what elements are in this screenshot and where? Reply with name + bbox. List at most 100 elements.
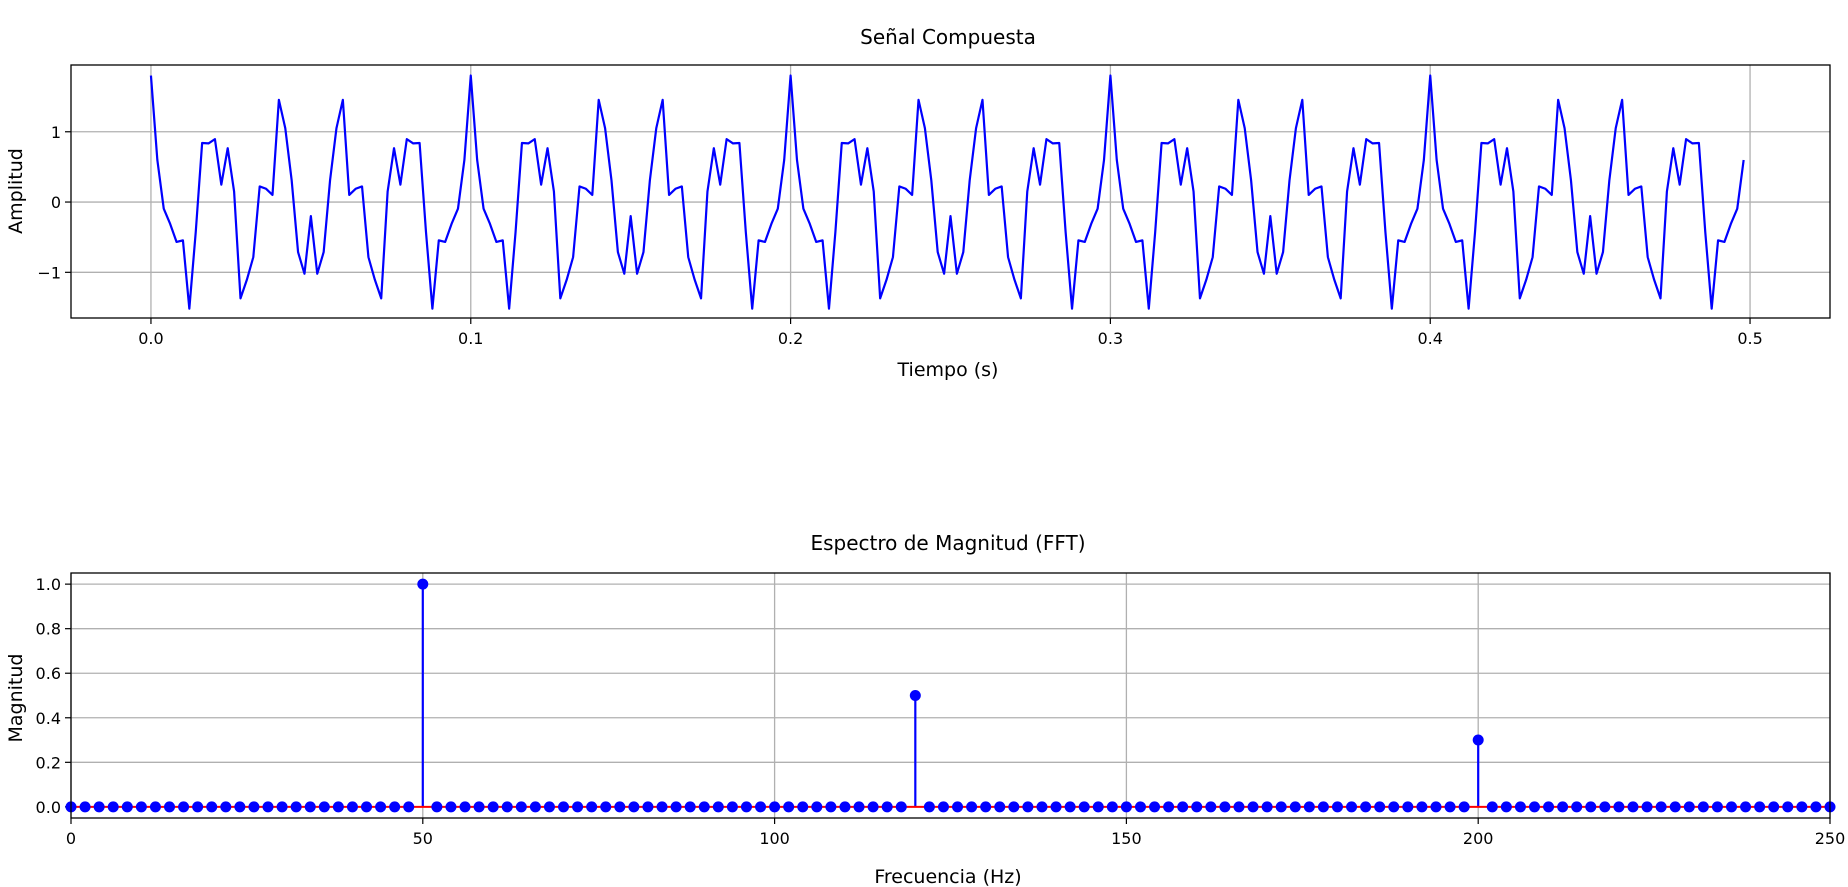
stem-marker — [529, 801, 541, 813]
stem-marker — [586, 801, 598, 813]
stem-marker — [487, 801, 499, 813]
stem-marker — [811, 801, 823, 813]
stem-marker — [1486, 801, 1498, 813]
stem-marker — [1360, 801, 1372, 813]
stem-marker — [164, 801, 176, 813]
stem-marker — [1050, 801, 1062, 813]
stem-marker — [1008, 801, 1020, 813]
y-tick-label: 0 — [51, 193, 61, 212]
stem-marker — [1022, 801, 1034, 813]
spectrum-chart-title: Espectro de Magnitud (FFT) — [810, 531, 1085, 555]
stem-marker — [1444, 801, 1456, 813]
x-tick-label: 0.4 — [1418, 329, 1443, 348]
stem-marker — [1303, 801, 1315, 813]
stem-marker — [600, 801, 612, 813]
stem-marker — [107, 801, 119, 813]
time-y-axis-label: Amplitud — [5, 148, 27, 234]
stem-marker — [1669, 801, 1681, 813]
signal-line — [149, 74, 1745, 310]
stem-marker — [515, 801, 527, 813]
stem-marker — [558, 801, 570, 813]
stem-marker — [1557, 801, 1569, 813]
stem-marker — [1134, 801, 1146, 813]
stem-marker — [1500, 801, 1512, 813]
stem-marker — [1092, 801, 1104, 813]
stem-marker — [1388, 801, 1400, 813]
stem-marker — [304, 801, 316, 813]
stem-marker — [698, 801, 710, 813]
stem-marker — [1740, 801, 1752, 813]
stem-marker — [712, 801, 724, 813]
stem-marker — [1219, 801, 1231, 813]
y-tick-label: 0.4 — [36, 709, 61, 728]
axes-frame — [70, 64, 1831, 319]
stem-marker — [403, 801, 415, 813]
stem-marker — [361, 801, 373, 813]
spectrum-x-axis-label: Frecuencia (Hz) — [874, 866, 1021, 887]
stem-marker — [290, 801, 302, 813]
stem-marker — [1036, 801, 1048, 813]
stem-marker — [1528, 801, 1540, 813]
stem-marker — [1331, 801, 1343, 813]
stem-marker — [1205, 801, 1217, 813]
x-tick-label: 150 — [1111, 829, 1142, 848]
stem-marker — [543, 801, 555, 813]
stem-marker — [1725, 801, 1737, 813]
stem-marker — [473, 801, 485, 813]
stem-marker — [1064, 801, 1076, 813]
stem-marker — [431, 801, 443, 813]
stem-marker — [1683, 801, 1695, 813]
y-tick-label: 0.8 — [36, 620, 61, 639]
stem-marker — [276, 801, 288, 813]
stem-marker — [994, 801, 1006, 813]
time-plot-area: 0.0 0.1 0.2 0.3 0.4 0.5 −1 0 1 — [37, 64, 1831, 348]
stem-marker — [1233, 801, 1245, 813]
stem-marker — [1697, 801, 1709, 813]
stem-marker — [1149, 801, 1161, 813]
stem-marker — [1177, 801, 1189, 813]
stem-marker — [1191, 801, 1203, 813]
stem-marker — [1627, 801, 1639, 813]
x-tick-label: 0.3 — [1098, 329, 1123, 348]
stem-marker — [1543, 801, 1555, 813]
x-tick-label: 100 — [759, 829, 790, 848]
stem-marker — [1078, 801, 1090, 813]
x-tick-label: 200 — [1463, 829, 1494, 848]
stem-marker — [783, 801, 795, 813]
stem-marker — [149, 801, 161, 813]
y-tick-label: 1.0 — [36, 575, 61, 594]
stem-marker — [867, 801, 879, 813]
stem-marker — [135, 801, 147, 813]
stem-marker — [1711, 801, 1723, 813]
stem-marker — [1599, 801, 1611, 813]
stem-marker — [1571, 801, 1583, 813]
stem-marker — [755, 801, 767, 813]
stem-marker — [1402, 801, 1414, 813]
stem-marker — [670, 801, 682, 813]
stem-marker — [656, 801, 668, 813]
stem-marker — [895, 801, 907, 813]
spectrum-plot-area: 0 50 100 150 200 250 0.0 0.2 0.4 0.6 0.8 1.0 — [36, 572, 1845, 848]
stem-marker — [839, 801, 851, 813]
stem-marker — [121, 801, 133, 813]
stem-marker — [501, 801, 513, 813]
stem-marker — [93, 801, 105, 813]
stem-marker — [346, 801, 358, 813]
stem-marker — [417, 578, 429, 590]
stem-marker — [1275, 801, 1287, 813]
stem-marker — [740, 801, 752, 813]
stem-marker — [980, 801, 992, 813]
stem-marker — [1472, 734, 1484, 746]
stem-marker — [1585, 801, 1597, 813]
stem-marker — [684, 801, 696, 813]
spectrum-chart: Espectro de Magnitud (FFT) Frecuencia (H… — [5, 531, 1845, 887]
stem-marker — [262, 801, 274, 813]
time-signal-chart: Señal Compuesta Tiempo (s) Amplitud 0.0 0… — [5, 25, 1831, 381]
stem-marker — [1796, 801, 1808, 813]
stem-marker — [192, 801, 204, 813]
stem-marker — [1768, 801, 1780, 813]
stem-marker — [445, 801, 457, 813]
stem-marker — [1613, 801, 1625, 813]
stem-marker — [937, 801, 949, 813]
